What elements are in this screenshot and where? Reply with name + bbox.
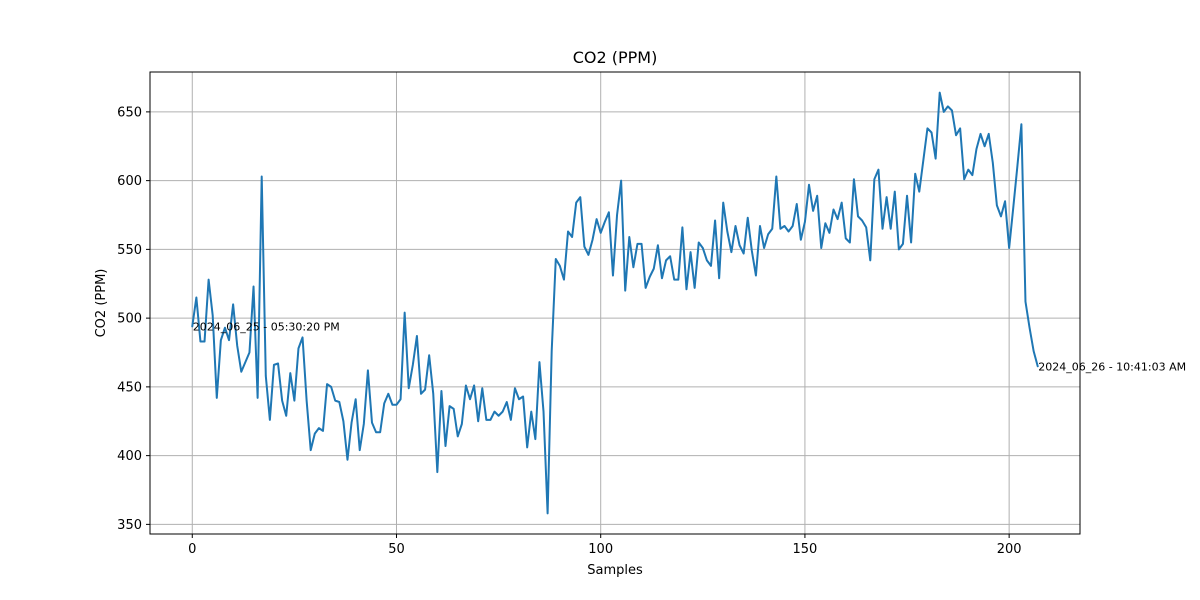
x-tick-label: 100 xyxy=(588,542,613,557)
x-tick-label: 0 xyxy=(188,542,196,557)
y-tick-label: 500 xyxy=(117,312,142,327)
annotation-end-timestamp: 2024_06_26 - 10:41:03 AM xyxy=(1038,360,1186,373)
annotations: 2024_06_25 - 05:30:20 PM 2024_06_26 - 10:… xyxy=(193,320,1186,373)
y-axis-ticks: 350 400 450 500 550 600 650 xyxy=(117,105,150,533)
x-tick-label: 150 xyxy=(793,542,818,557)
series-line-co2 xyxy=(191,91,1039,515)
y-tick-label: 450 xyxy=(117,380,142,395)
y-tick-label: 400 xyxy=(117,449,142,464)
y-tick-label: 350 xyxy=(117,518,142,533)
x-tick-label: 50 xyxy=(388,542,405,557)
plot-frame xyxy=(149,71,1081,535)
y-tick-label: 650 xyxy=(117,105,142,120)
series-layer xyxy=(191,91,1039,515)
y-axis-label: CO2 (PPM) xyxy=(94,269,109,338)
annotation-start-timestamp: 2024_06_25 - 05:30:20 PM xyxy=(193,320,340,333)
y-tick-label: 550 xyxy=(117,243,142,258)
grid xyxy=(150,72,1080,534)
x-axis-label: Samples xyxy=(587,563,643,578)
x-tick-label: 200 xyxy=(997,542,1022,557)
chart-title: CO2 (PPM) xyxy=(573,48,658,67)
x-axis-ticks: 0 50 100 150 200 xyxy=(188,534,1022,557)
y-tick-label: 600 xyxy=(117,174,142,189)
